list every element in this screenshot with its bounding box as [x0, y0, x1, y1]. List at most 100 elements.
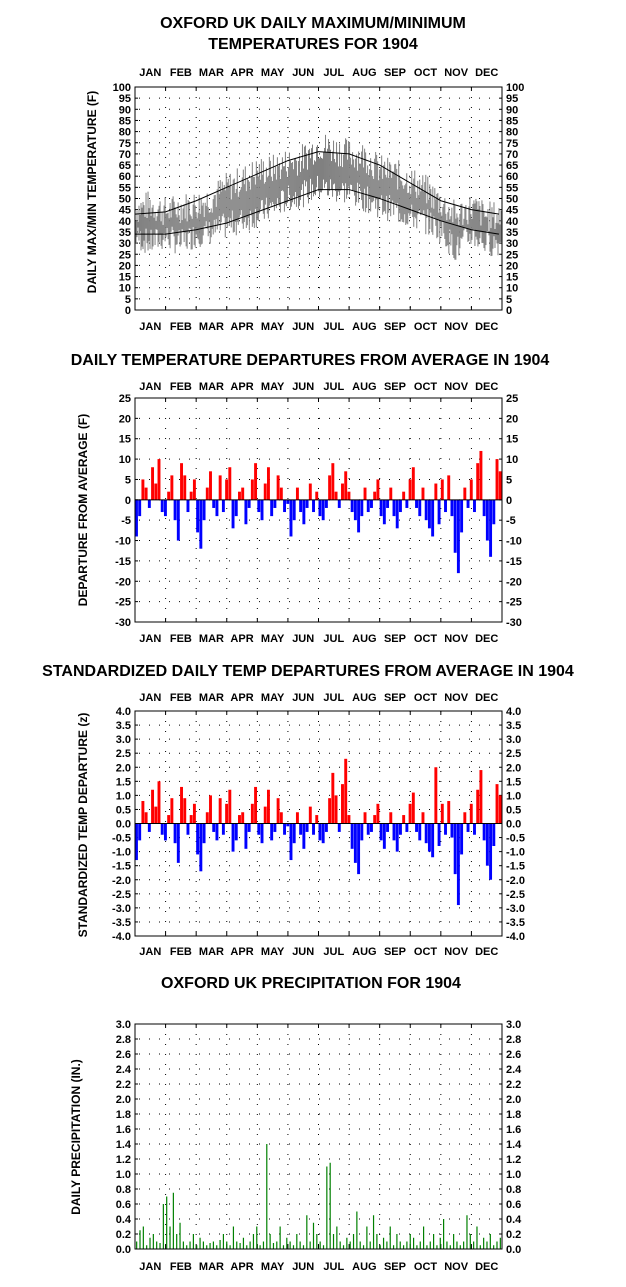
- departure-bar: [498, 471, 502, 500]
- departure-bar: [244, 499, 248, 525]
- departure-bar: [315, 491, 319, 500]
- month-label-top: MAY: [261, 67, 285, 79]
- departure-bar: [415, 499, 418, 508]
- y-tick-label-left: 90: [119, 104, 131, 116]
- departure-bar: [308, 806, 312, 824]
- y-tick-label-right: 60: [506, 171, 518, 183]
- month-label-bottom: DEC: [475, 946, 498, 958]
- departure-bar: [463, 487, 467, 500]
- departure-bar: [398, 499, 402, 513]
- departure-bar: [418, 499, 422, 517]
- departure-bar: [286, 499, 290, 504]
- departure-bar: [254, 463, 258, 500]
- month-label-bottom: JAN: [139, 321, 161, 333]
- departure-bar: [476, 463, 480, 500]
- departure-bar: [427, 499, 431, 529]
- departure-bar: [234, 823, 238, 841]
- month-label-bottom: AUG: [352, 1261, 376, 1273]
- departure-bar: [312, 499, 315, 513]
- departure-bar: [199, 499, 203, 549]
- departure-bar: [331, 772, 335, 824]
- chart3-plot: -4.0 -4.0 -3.5 -3.5 -3.0 -3.0 -2.5 -2.5 -2.0 -2.0…: [112, 692, 525, 958]
- y-tick-label-right: 0.4: [506, 1214, 522, 1226]
- departure-bar: [273, 823, 277, 832]
- departure-bar: [350, 499, 354, 513]
- y-tick-label-right: 3.5: [506, 720, 521, 732]
- y-tick-label-right: 1.4: [506, 1139, 522, 1151]
- y-tick-label-left: 65: [119, 160, 131, 172]
- departure-bar: [308, 483, 312, 500]
- departure-bar: [238, 815, 241, 824]
- departure-bar: [334, 795, 338, 824]
- month-label-bottom: MAR: [199, 321, 224, 333]
- y-tick-label-left: 25: [119, 249, 131, 261]
- month-label-bottom: NOV: [444, 1261, 469, 1273]
- plot-border: [134, 1023, 503, 1250]
- y-tick-label-left: 10: [119, 454, 131, 466]
- y-tick-label-left: 5: [125, 474, 131, 486]
- y-tick-label-right: 70: [506, 149, 518, 161]
- month-label-top: OCT: [414, 67, 438, 79]
- departure-bar: [392, 499, 396, 517]
- departure-bar: [360, 499, 364, 517]
- departure-bar: [453, 499, 457, 553]
- y-tick-label-right: 2.8: [506, 1034, 521, 1046]
- y-tick-label-left: 30: [119, 238, 131, 250]
- departure-bar: [247, 499, 251, 508]
- y-tick-label-right: 3.0: [506, 1019, 521, 1031]
- departure-bar: [408, 479, 412, 500]
- departure-bar: [257, 823, 261, 835]
- y-tick-label-left: -3.0: [112, 903, 131, 915]
- departure-bar: [270, 823, 274, 841]
- departure-bar: [276, 475, 280, 500]
- departure-bar: [205, 487, 209, 500]
- departure-bar: [357, 823, 361, 875]
- month-label-bottom: FEB: [170, 633, 192, 645]
- departure-bar: [180, 463, 183, 500]
- y-tick-label-right: 50: [506, 194, 518, 206]
- departure-bar: [189, 815, 193, 824]
- y-tick-label-right: 10: [506, 283, 518, 295]
- month-label-bottom: JUL: [323, 633, 344, 645]
- month-label-bottom: JUN: [292, 1261, 314, 1273]
- y-tick-label-left: 1.4: [116, 1139, 132, 1151]
- y-tick-label-right: -25: [506, 597, 522, 609]
- departure-bar: [183, 475, 187, 500]
- departure-bar: [183, 798, 187, 824]
- month-label-top: FEB: [170, 67, 192, 79]
- y-tick-label-right: 0.5: [506, 804, 521, 816]
- departure-bar: [437, 823, 441, 846]
- y-tick-label-left: 1.5: [116, 776, 131, 788]
- departure-bar: [141, 479, 145, 500]
- departure-bar: [398, 823, 402, 835]
- departure-bar: [135, 499, 138, 537]
- departure-bar: [189, 491, 193, 500]
- departure-bar: [144, 487, 148, 500]
- y-tick-label-left: 2.2: [116, 1079, 131, 1091]
- y-tick-label-right: 30: [506, 238, 518, 250]
- departure-bar: [473, 499, 476, 513]
- departure-bar: [495, 784, 499, 824]
- departure-bar: [225, 803, 229, 824]
- departure-bar: [469, 803, 473, 824]
- departure-bar: [263, 806, 267, 824]
- month-label-bottom: SEP: [384, 946, 406, 958]
- y-tick-label-left: 1.0: [116, 1169, 131, 1181]
- month-label-top: MAY: [261, 692, 285, 704]
- y-tick-label-right: 40: [506, 216, 518, 228]
- y-tick-label-left: 2.4: [116, 1064, 132, 1076]
- departure-bar: [283, 823, 287, 835]
- month-label-bottom: APR: [230, 321, 253, 333]
- y-tick-label-right: 5: [506, 294, 512, 306]
- departure-bar: [434, 483, 438, 500]
- departure-bar: [289, 823, 293, 861]
- y-tick-label-right: 2.4: [506, 1064, 522, 1076]
- departure-bar: [408, 803, 412, 824]
- departure-bar: [344, 471, 348, 500]
- departure-bar: [456, 823, 460, 906]
- departure-bar: [334, 491, 338, 500]
- plot-border: [134, 397, 503, 623]
- month-label-top: NOV: [444, 692, 469, 704]
- departure-bar: [215, 823, 219, 841]
- y-tick-label-left: -0.5: [112, 833, 131, 845]
